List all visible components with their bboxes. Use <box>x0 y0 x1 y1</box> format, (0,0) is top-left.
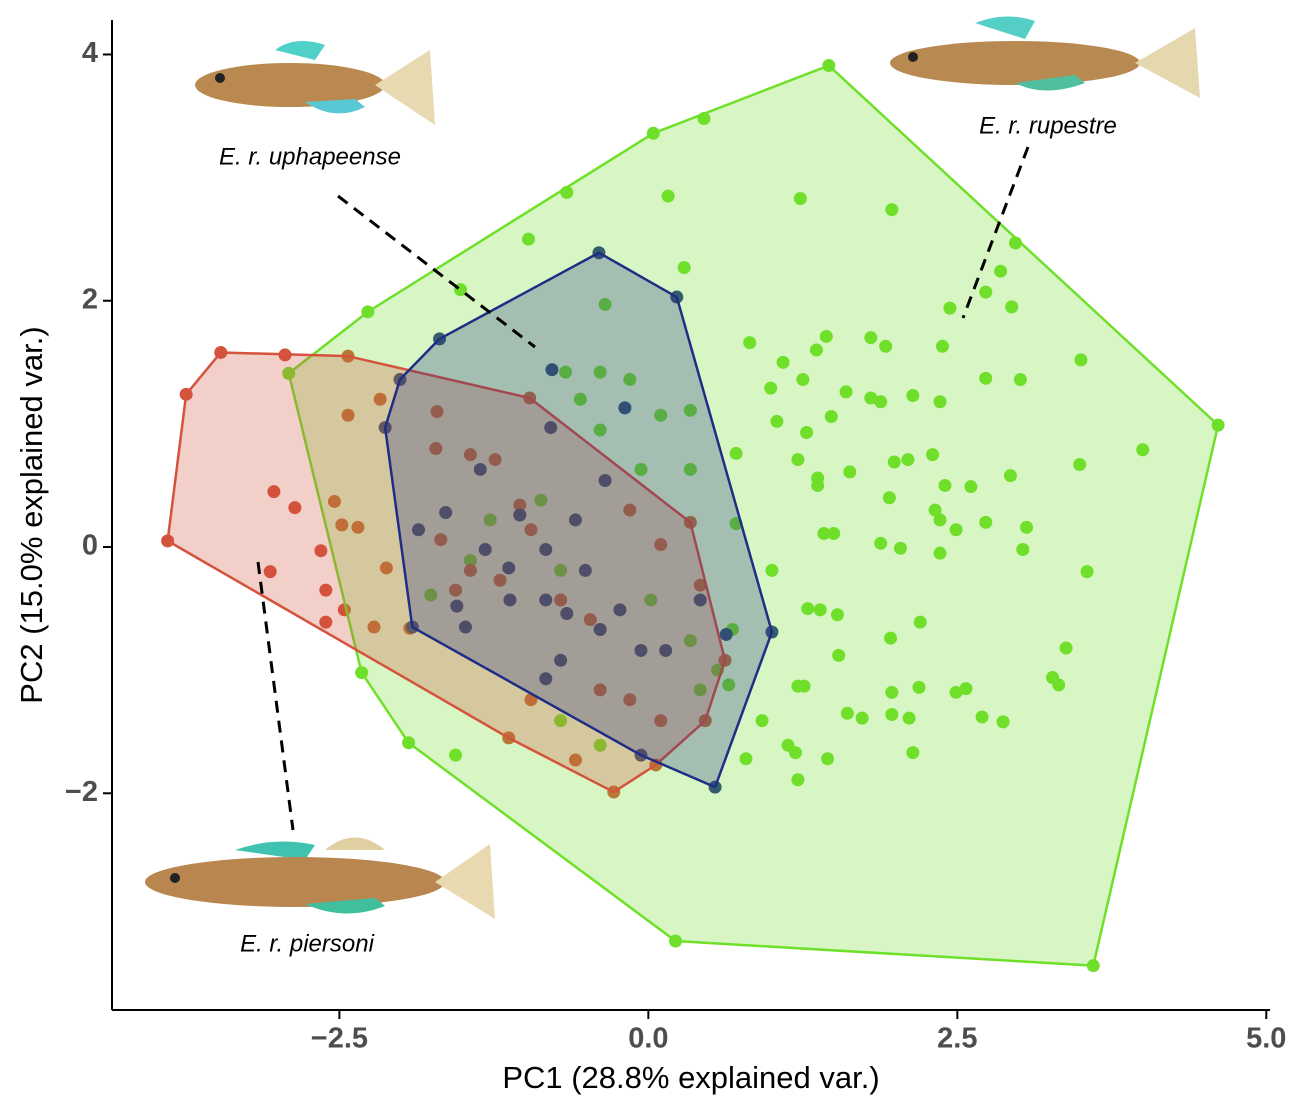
y-tick-label: 4 <box>82 37 98 69</box>
x-tick-label: 0.0 <box>628 1023 668 1055</box>
annotation: E. r. rupestre <box>979 112 1117 139</box>
chart: E. r. uphapeense E. r. rupestre E. r. pi… <box>0 0 1290 1099</box>
annotation: E. r. uphapeense <box>219 143 401 170</box>
y-tick-label: −2 <box>65 776 98 808</box>
x-tick-label: −2.5 <box>311 1023 368 1055</box>
y-tick-label: 0 <box>82 530 98 562</box>
x-tick-label: 2.5 <box>937 1023 977 1055</box>
x-tick-label: 5.0 <box>1246 1023 1286 1055</box>
x-axis-title: PC1 (28.8% explained var.) <box>502 1060 879 1095</box>
hulls-layer <box>168 66 1218 966</box>
fish <box>195 41 435 125</box>
y-tick-label: 2 <box>82 283 98 315</box>
fish <box>145 838 495 920</box>
fish <box>890 16 1200 98</box>
annotation: E. r. piersoni <box>240 930 374 957</box>
y-axis-title: PC2 (15.0% explained var.) <box>14 326 49 703</box>
